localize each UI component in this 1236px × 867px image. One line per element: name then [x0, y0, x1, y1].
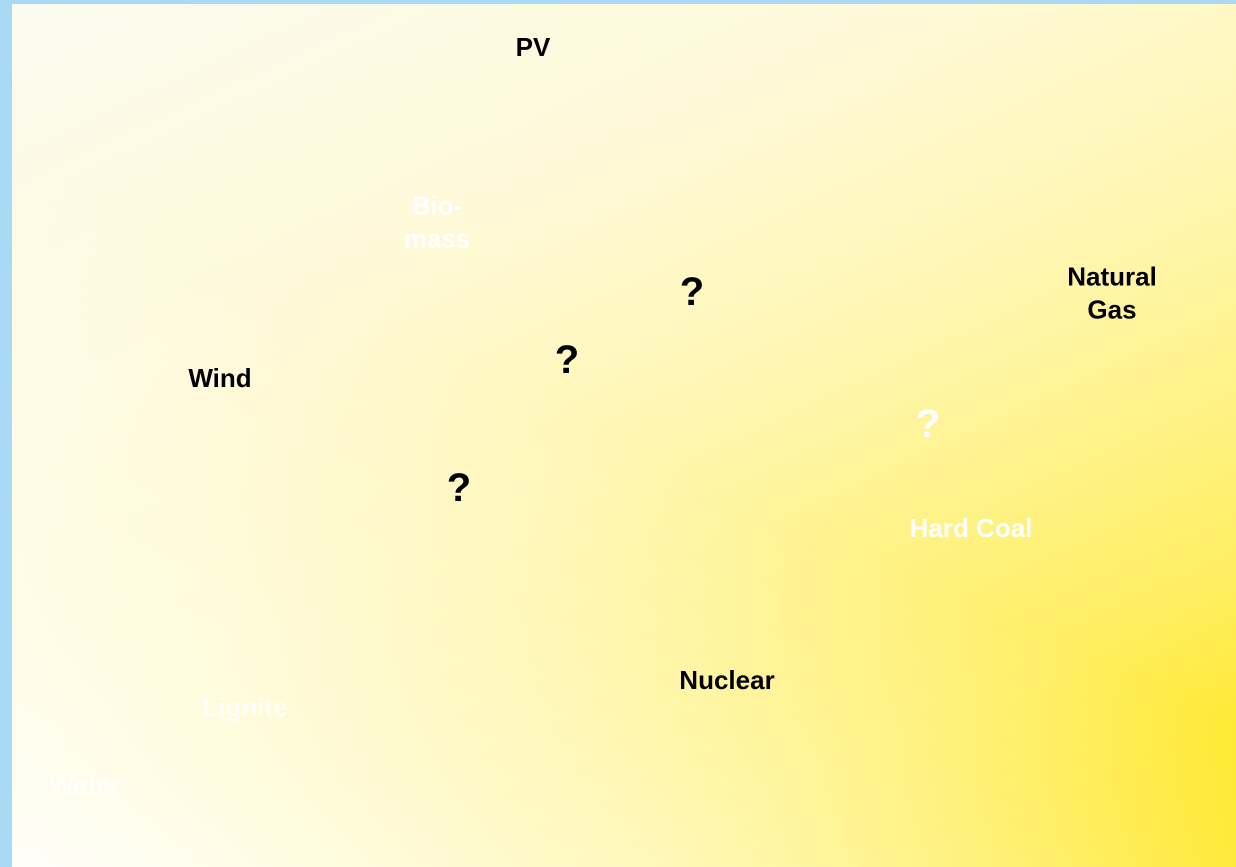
- label-natural-gas: Natural Gas: [1067, 261, 1157, 325]
- label-water: Water: [49, 769, 121, 800]
- slide: PV Bio- mass ? Natural Gas ? Wind ? ? Ha…: [12, 4, 1236, 867]
- label-wind: Wind: [188, 362, 252, 393]
- label-biomass: Bio- mass: [403, 190, 471, 254]
- question-mark: ?: [915, 402, 941, 446]
- label-nuclear: Nuclear: [679, 664, 775, 695]
- question-mark: ?: [679, 270, 705, 314]
- question-mark: ?: [554, 338, 580, 382]
- label-hard-coal: Hard Coal: [909, 512, 1033, 543]
- label-lignite: Lignite: [202, 691, 288, 722]
- label-pv: PV: [515, 31, 551, 62]
- question-mark: ?: [446, 466, 472, 510]
